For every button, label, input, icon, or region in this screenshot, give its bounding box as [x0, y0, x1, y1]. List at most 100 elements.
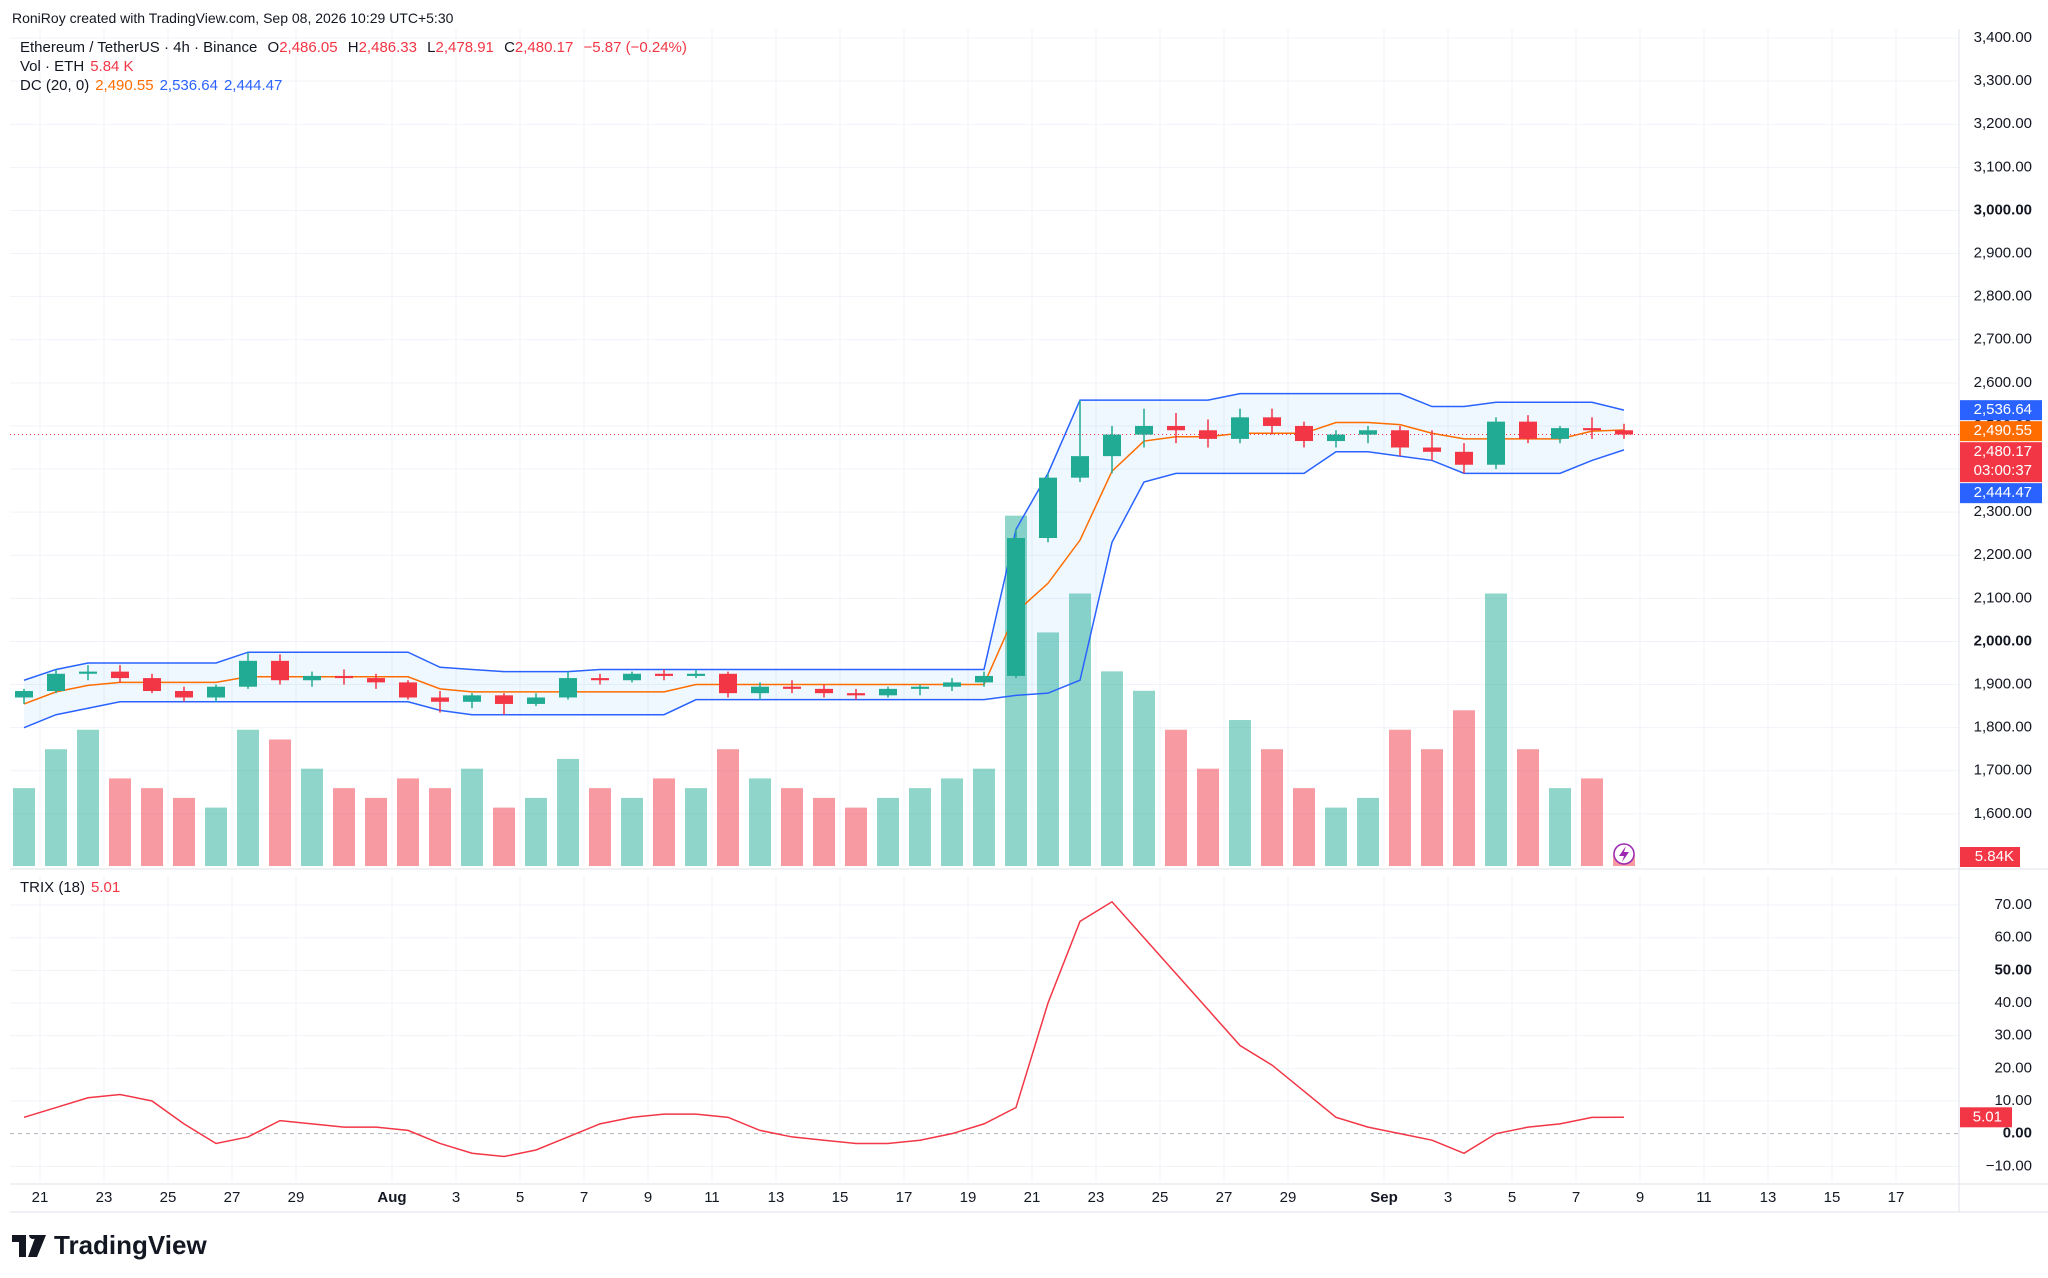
price-label-box	[1960, 483, 2042, 504]
candle-body	[239, 660, 257, 687]
y-tick-label: 2,800.00	[1974, 288, 2032, 305]
volume-bar	[77, 729, 99, 866]
ohlc-value: 2,480.17	[514, 39, 574, 56]
alert-icon-bolt	[1619, 846, 1629, 862]
candle-body	[1391, 430, 1409, 448]
y-tick-label: 1,600.00	[1974, 805, 2032, 822]
candle-body	[975, 675, 993, 683]
volume-label: 5.84K	[1975, 848, 2014, 865]
candle-body	[687, 673, 705, 676]
y-tick-label: 3,300.00	[1974, 72, 2032, 89]
volume-bar	[45, 749, 67, 866]
volume-bar	[1357, 797, 1379, 866]
trix-name: TRIX (18)	[20, 879, 86, 896]
volume-bar	[237, 729, 259, 866]
volume-bar	[1229, 720, 1251, 866]
candle-body	[463, 695, 481, 702]
candle-body	[1039, 477, 1057, 539]
y-tick-label: 1,700.00	[1974, 762, 2032, 779]
volume-bar	[749, 778, 771, 866]
candle-body	[911, 686, 929, 689]
candle-body	[111, 671, 129, 679]
volume-bar	[1069, 593, 1091, 866]
y-tick-label: 1,900.00	[1974, 676, 2032, 693]
logo-icon	[12, 1234, 46, 1257]
candle-body	[367, 678, 385, 683]
volume-value: 5.84 K	[90, 58, 134, 75]
trix-tick-label: 10.00	[1994, 1092, 2032, 1109]
candle-body	[943, 682, 961, 687]
x-tick-label: 25	[160, 1189, 177, 1206]
x-tick-label: 7	[1572, 1189, 1580, 1206]
dc-legend: DC (20, 0) 2,490.55 2,536.64 2,444.47	[20, 77, 288, 94]
candle-body	[1551, 428, 1569, 439]
candle-body	[1487, 421, 1505, 465]
x-tick-label: 13	[768, 1189, 785, 1206]
y-tick-label: 2,000.00	[1974, 632, 2032, 649]
price-label: 2,490.55	[1974, 422, 2032, 439]
dc-name: DC (20, 0)	[20, 77, 90, 94]
x-tick-label: 15	[1824, 1189, 1841, 1206]
trix-legend: TRIX (18) 5.01	[20, 879, 126, 896]
volume-bar	[1293, 788, 1315, 866]
candle-body	[879, 688, 897, 696]
candle-body	[79, 671, 97, 674]
price-label-box	[1960, 442, 2042, 483]
x-tick-label: 23	[96, 1189, 113, 1206]
volume-bar	[973, 768, 995, 866]
candle-body	[1327, 434, 1345, 442]
candle-body	[399, 682, 417, 698]
x-tick-label: 7	[580, 1189, 588, 1206]
y-tick-label: 2,900.00	[1974, 245, 2032, 262]
volume-bar	[1421, 749, 1443, 866]
candle-body	[1007, 538, 1025, 676]
price-label: 2,536.64	[1974, 401, 2032, 418]
trix-tick-label: 20.00	[1994, 1059, 2032, 1076]
dc-upper: 2,536.64	[159, 77, 218, 94]
volume-bar	[269, 739, 291, 866]
y-tick-label: 3,000.00	[1974, 201, 2032, 218]
candle-body	[15, 691, 33, 698]
volume-bar	[717, 749, 739, 866]
volume-bar	[365, 797, 387, 866]
volume-bar	[1485, 593, 1507, 866]
ohlc-value: 2,486.33	[358, 39, 417, 56]
y-tick-label: 2,700.00	[1974, 331, 2032, 348]
candle-body	[1423, 447, 1441, 452]
volume-label-box	[1960, 847, 2020, 867]
y-tick-label: 2,100.00	[1974, 589, 2032, 606]
candle-body	[1455, 451, 1473, 465]
x-tick-label: 17	[1888, 1189, 1905, 1206]
x-tick-label: 5	[516, 1189, 524, 1206]
volume-bar	[109, 778, 131, 866]
candle-body	[591, 678, 609, 681]
x-tick-label: 9	[644, 1189, 652, 1206]
trix-tick-label: −10.00	[1986, 1157, 2032, 1174]
volume-bar	[877, 797, 899, 866]
x-tick-label: 17	[896, 1189, 913, 1206]
volume-bar	[685, 788, 707, 866]
ohlc-value: 2,478.91	[435, 39, 494, 56]
volume-bar	[13, 788, 35, 866]
dc-lower	[23, 449, 1625, 729]
y-tick-label: 3,100.00	[1974, 158, 2032, 175]
candle-body	[1359, 430, 1377, 435]
volume-bar	[1101, 671, 1123, 866]
brand-name: TradingView	[54, 1230, 207, 1260]
trix-tick-label: 50.00	[1994, 961, 2032, 978]
volume-bar	[525, 797, 547, 866]
candle-body	[143, 678, 161, 692]
volume-bar	[429, 788, 451, 866]
y-tick-label: 2,200.00	[1974, 546, 2032, 563]
volume-bar	[141, 788, 163, 866]
candle-body	[815, 688, 833, 694]
x-tick-label: 25	[1152, 1189, 1169, 1206]
candle-body	[207, 686, 225, 698]
trix-tick-label: 0.00	[2003, 1125, 2032, 1142]
candle-body	[527, 697, 545, 704]
volume-bar	[1325, 807, 1347, 866]
trix-label: 5.01	[1973, 1108, 2002, 1125]
volume-bar	[941, 778, 963, 866]
x-tick-label: 5	[1508, 1189, 1516, 1206]
trix-tick-label: 30.00	[1994, 1027, 2032, 1044]
